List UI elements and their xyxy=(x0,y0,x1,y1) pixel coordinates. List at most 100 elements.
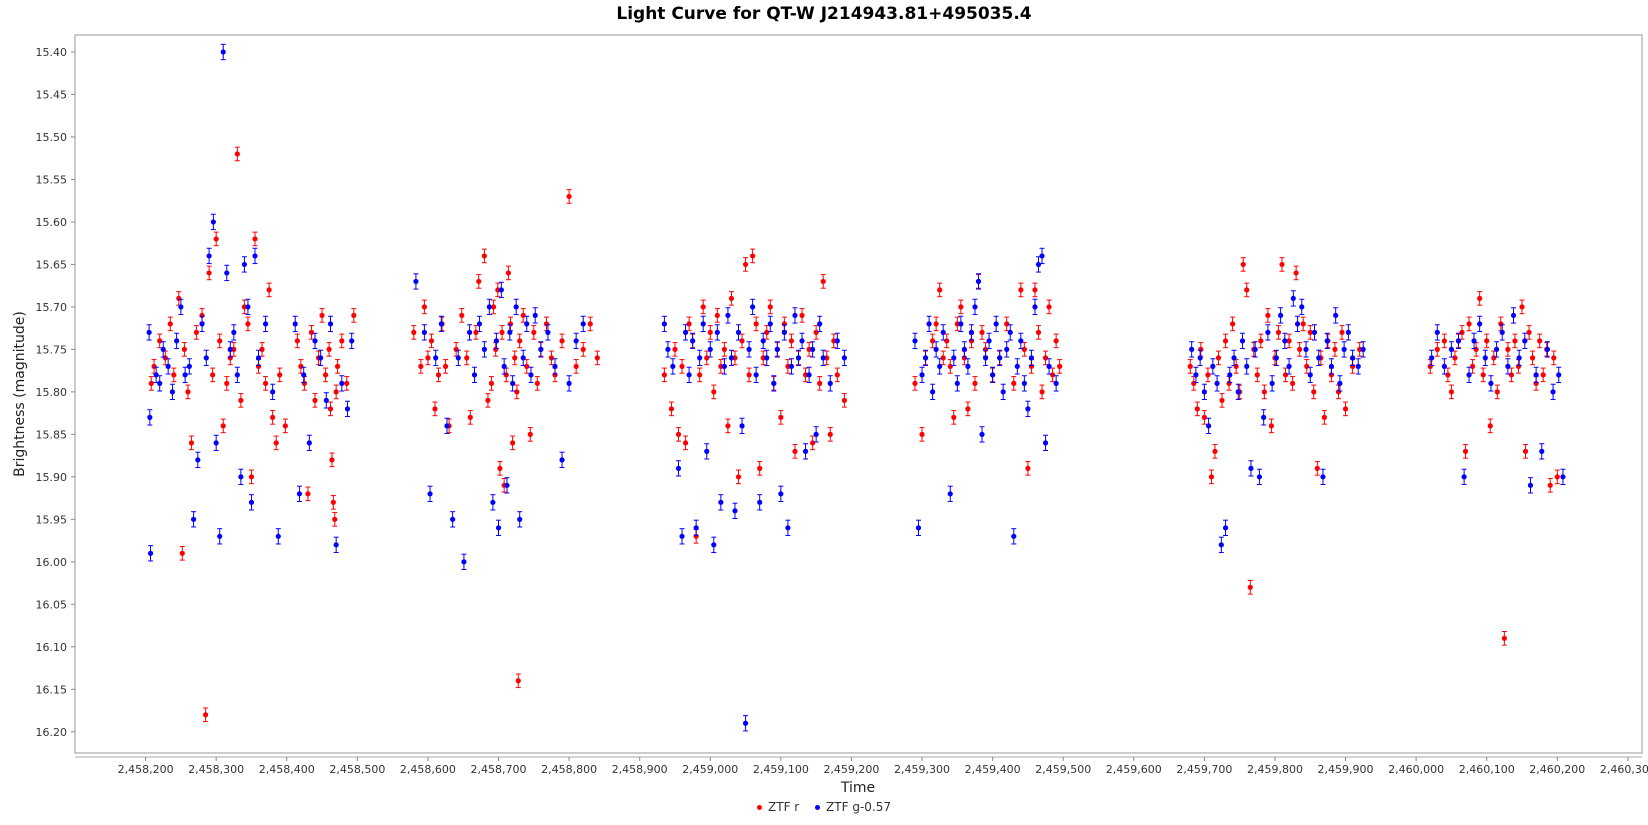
data-point xyxy=(951,355,957,361)
x-tick-label: 2,458,300 xyxy=(188,763,244,776)
data-point xyxy=(512,355,518,361)
data-point xyxy=(195,457,201,463)
data-point xyxy=(438,321,444,327)
data-point xyxy=(1011,533,1017,539)
data-point xyxy=(1265,312,1271,319)
data-point xyxy=(1025,406,1031,412)
y-tick-label: 15.75 xyxy=(36,343,68,356)
data-point xyxy=(958,321,964,327)
data-point xyxy=(1551,355,1557,361)
data-point xyxy=(524,363,530,369)
data-point xyxy=(238,474,244,480)
data-point xyxy=(817,380,823,386)
data-point xyxy=(528,372,534,378)
x-tick-label: 2,460,100 xyxy=(1459,763,1515,776)
legend-label: ZTF g-0.57 xyxy=(826,800,891,814)
data-point xyxy=(333,542,339,548)
data-point xyxy=(806,372,812,378)
data-point xyxy=(255,355,262,361)
data-point xyxy=(301,372,307,378)
data-point xyxy=(459,312,465,319)
data-point xyxy=(157,338,163,344)
data-point xyxy=(760,338,766,344)
data-point xyxy=(979,329,985,335)
data-point xyxy=(1032,304,1038,310)
data-point xyxy=(1240,261,1246,268)
data-point xyxy=(270,414,276,420)
data-point xyxy=(972,304,978,310)
data-point xyxy=(329,457,335,463)
data-point xyxy=(157,380,163,386)
data-point xyxy=(580,321,586,327)
data-point xyxy=(559,338,565,344)
data-point xyxy=(181,346,188,352)
data-point xyxy=(435,372,442,378)
data-point xyxy=(186,363,192,369)
data-point xyxy=(661,321,667,327)
data-point xyxy=(1539,448,1545,454)
data-point xyxy=(1526,329,1532,335)
data-point xyxy=(1018,287,1024,293)
data-point xyxy=(721,346,727,352)
data-point xyxy=(273,440,279,446)
data-point xyxy=(513,304,519,310)
data-point xyxy=(764,329,770,335)
data-point xyxy=(1501,635,1507,641)
data-point xyxy=(524,321,530,327)
data-point xyxy=(252,236,258,242)
data-point xyxy=(1004,346,1010,352)
data-point xyxy=(739,423,745,429)
data-point xyxy=(774,346,780,352)
data-point xyxy=(185,389,191,395)
data-point xyxy=(488,380,495,386)
data-point xyxy=(1028,355,1035,361)
data-point xyxy=(926,321,932,327)
data-point xyxy=(277,372,283,378)
data-point xyxy=(922,355,929,361)
data-point xyxy=(1205,372,1211,378)
data-point xyxy=(714,312,720,319)
data-point xyxy=(767,304,773,310)
data-point xyxy=(146,329,152,335)
data-point xyxy=(1042,355,1049,361)
data-point xyxy=(333,389,339,395)
data-point xyxy=(1314,465,1320,471)
data-point xyxy=(559,457,565,463)
x-tick-label: 2,460,000 xyxy=(1388,763,1444,776)
data-point xyxy=(234,151,240,157)
data-point xyxy=(1235,389,1241,395)
data-point xyxy=(820,278,826,285)
data-point xyxy=(778,414,784,420)
data-point xyxy=(742,720,749,726)
data-point xyxy=(322,372,329,378)
data-point xyxy=(1544,346,1551,352)
data-point xyxy=(1300,321,1306,327)
x-tick-label: 2,459,600 xyxy=(1106,763,1162,776)
data-point xyxy=(493,346,499,352)
x-tick-label: 2,458,600 xyxy=(400,763,456,776)
data-point xyxy=(1282,338,1288,344)
x-tick-label: 2,458,800 xyxy=(541,763,597,776)
y-tick-label: 15.50 xyxy=(36,131,68,144)
data-point xyxy=(147,550,154,556)
data-point xyxy=(937,363,943,369)
series-ztf-g xyxy=(146,43,1566,732)
data-point xyxy=(725,423,731,429)
data-point xyxy=(753,321,759,327)
data-point xyxy=(1341,346,1347,352)
data-point xyxy=(1206,423,1212,429)
y-tick-label: 16.10 xyxy=(36,641,68,654)
data-point xyxy=(1339,329,1345,335)
data-point xyxy=(781,329,787,335)
data-point xyxy=(827,431,833,437)
data-point xyxy=(231,329,237,335)
data-point xyxy=(827,380,833,386)
data-point xyxy=(1462,448,1469,454)
x-tick-label: 2,460,300 xyxy=(1600,763,1648,776)
data-point xyxy=(1187,363,1193,369)
data-point xyxy=(682,329,689,335)
data-point xyxy=(1342,406,1349,412)
y-tick-label: 16.00 xyxy=(36,556,68,569)
data-point xyxy=(1522,448,1529,454)
x-tick-label: 2,458,400 xyxy=(259,763,315,776)
